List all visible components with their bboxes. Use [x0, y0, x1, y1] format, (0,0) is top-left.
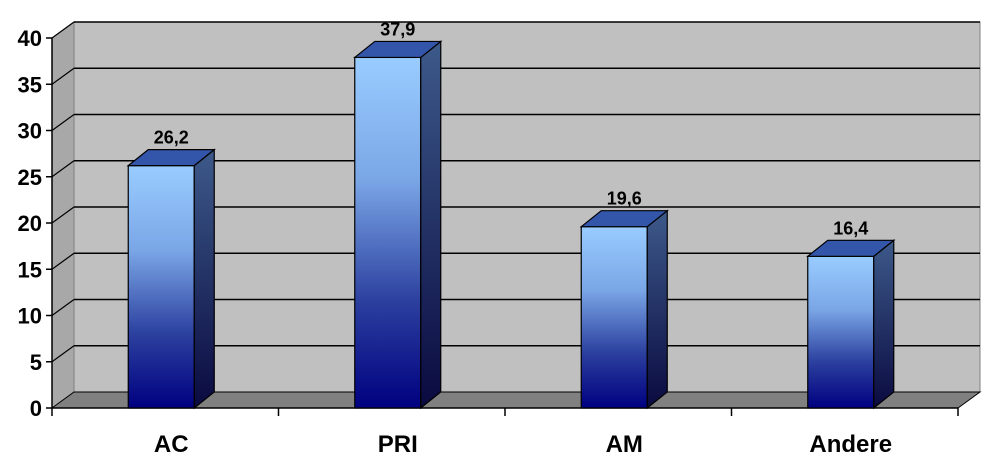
bar-am	[579, 209, 669, 410]
gridline-side	[51, 206, 75, 224]
bar-cap	[579, 210, 669, 228]
y-tick-label: 5	[30, 350, 42, 375]
bar-cap	[353, 40, 443, 59]
data-label: 26,2	[154, 128, 189, 148]
data-label: 16,4	[833, 218, 868, 238]
bar-front	[127, 165, 195, 409]
gridline-side	[51, 160, 75, 178]
y-tick-label: 15	[18, 257, 42, 282]
data-label: 37,9	[380, 19, 415, 39]
x-category-label: Andere	[809, 431, 892, 458]
y-tick-label: 0	[30, 396, 42, 421]
bars	[126, 40, 896, 410]
gridline-side	[51, 114, 75, 131]
x-category-label: AM	[606, 431, 643, 458]
y-tick-label: 10	[18, 304, 42, 329]
bar-andere	[806, 239, 896, 410]
bar-front	[807, 255, 875, 409]
y-tick-label: 30	[18, 119, 42, 144]
bar-ac	[126, 148, 216, 410]
bar-front	[580, 226, 648, 409]
bar-side	[873, 239, 895, 410]
bar-side	[420, 40, 442, 410]
bar-front	[354, 56, 422, 409]
axes	[46, 37, 959, 416]
bar-pri	[353, 40, 443, 410]
bar-cap	[126, 149, 216, 167]
bar-cap	[806, 239, 896, 257]
gridline-side	[51, 21, 75, 39]
x-category-label: PRI	[378, 431, 418, 458]
bar-side	[193, 148, 215, 410]
labels: 0 5 10 15 20 25 30 35 40 26,2 AC 37,9 PRI 19,6 AM 16,4 A…	[18, 19, 893, 458]
y-tick-label: 25	[18, 165, 42, 190]
y-tick-label: 20	[18, 211, 42, 236]
gridline-side	[51, 67, 75, 85]
gridline-side	[51, 252, 75, 270]
gridline-side	[51, 299, 75, 316]
x-category-label: AC	[154, 431, 189, 458]
y-tick-label: 35	[18, 72, 42, 97]
y-tick-label: 40	[18, 26, 42, 51]
bar-side	[646, 209, 668, 410]
data-label: 19,6	[607, 189, 642, 209]
gridline-side	[51, 345, 75, 363]
